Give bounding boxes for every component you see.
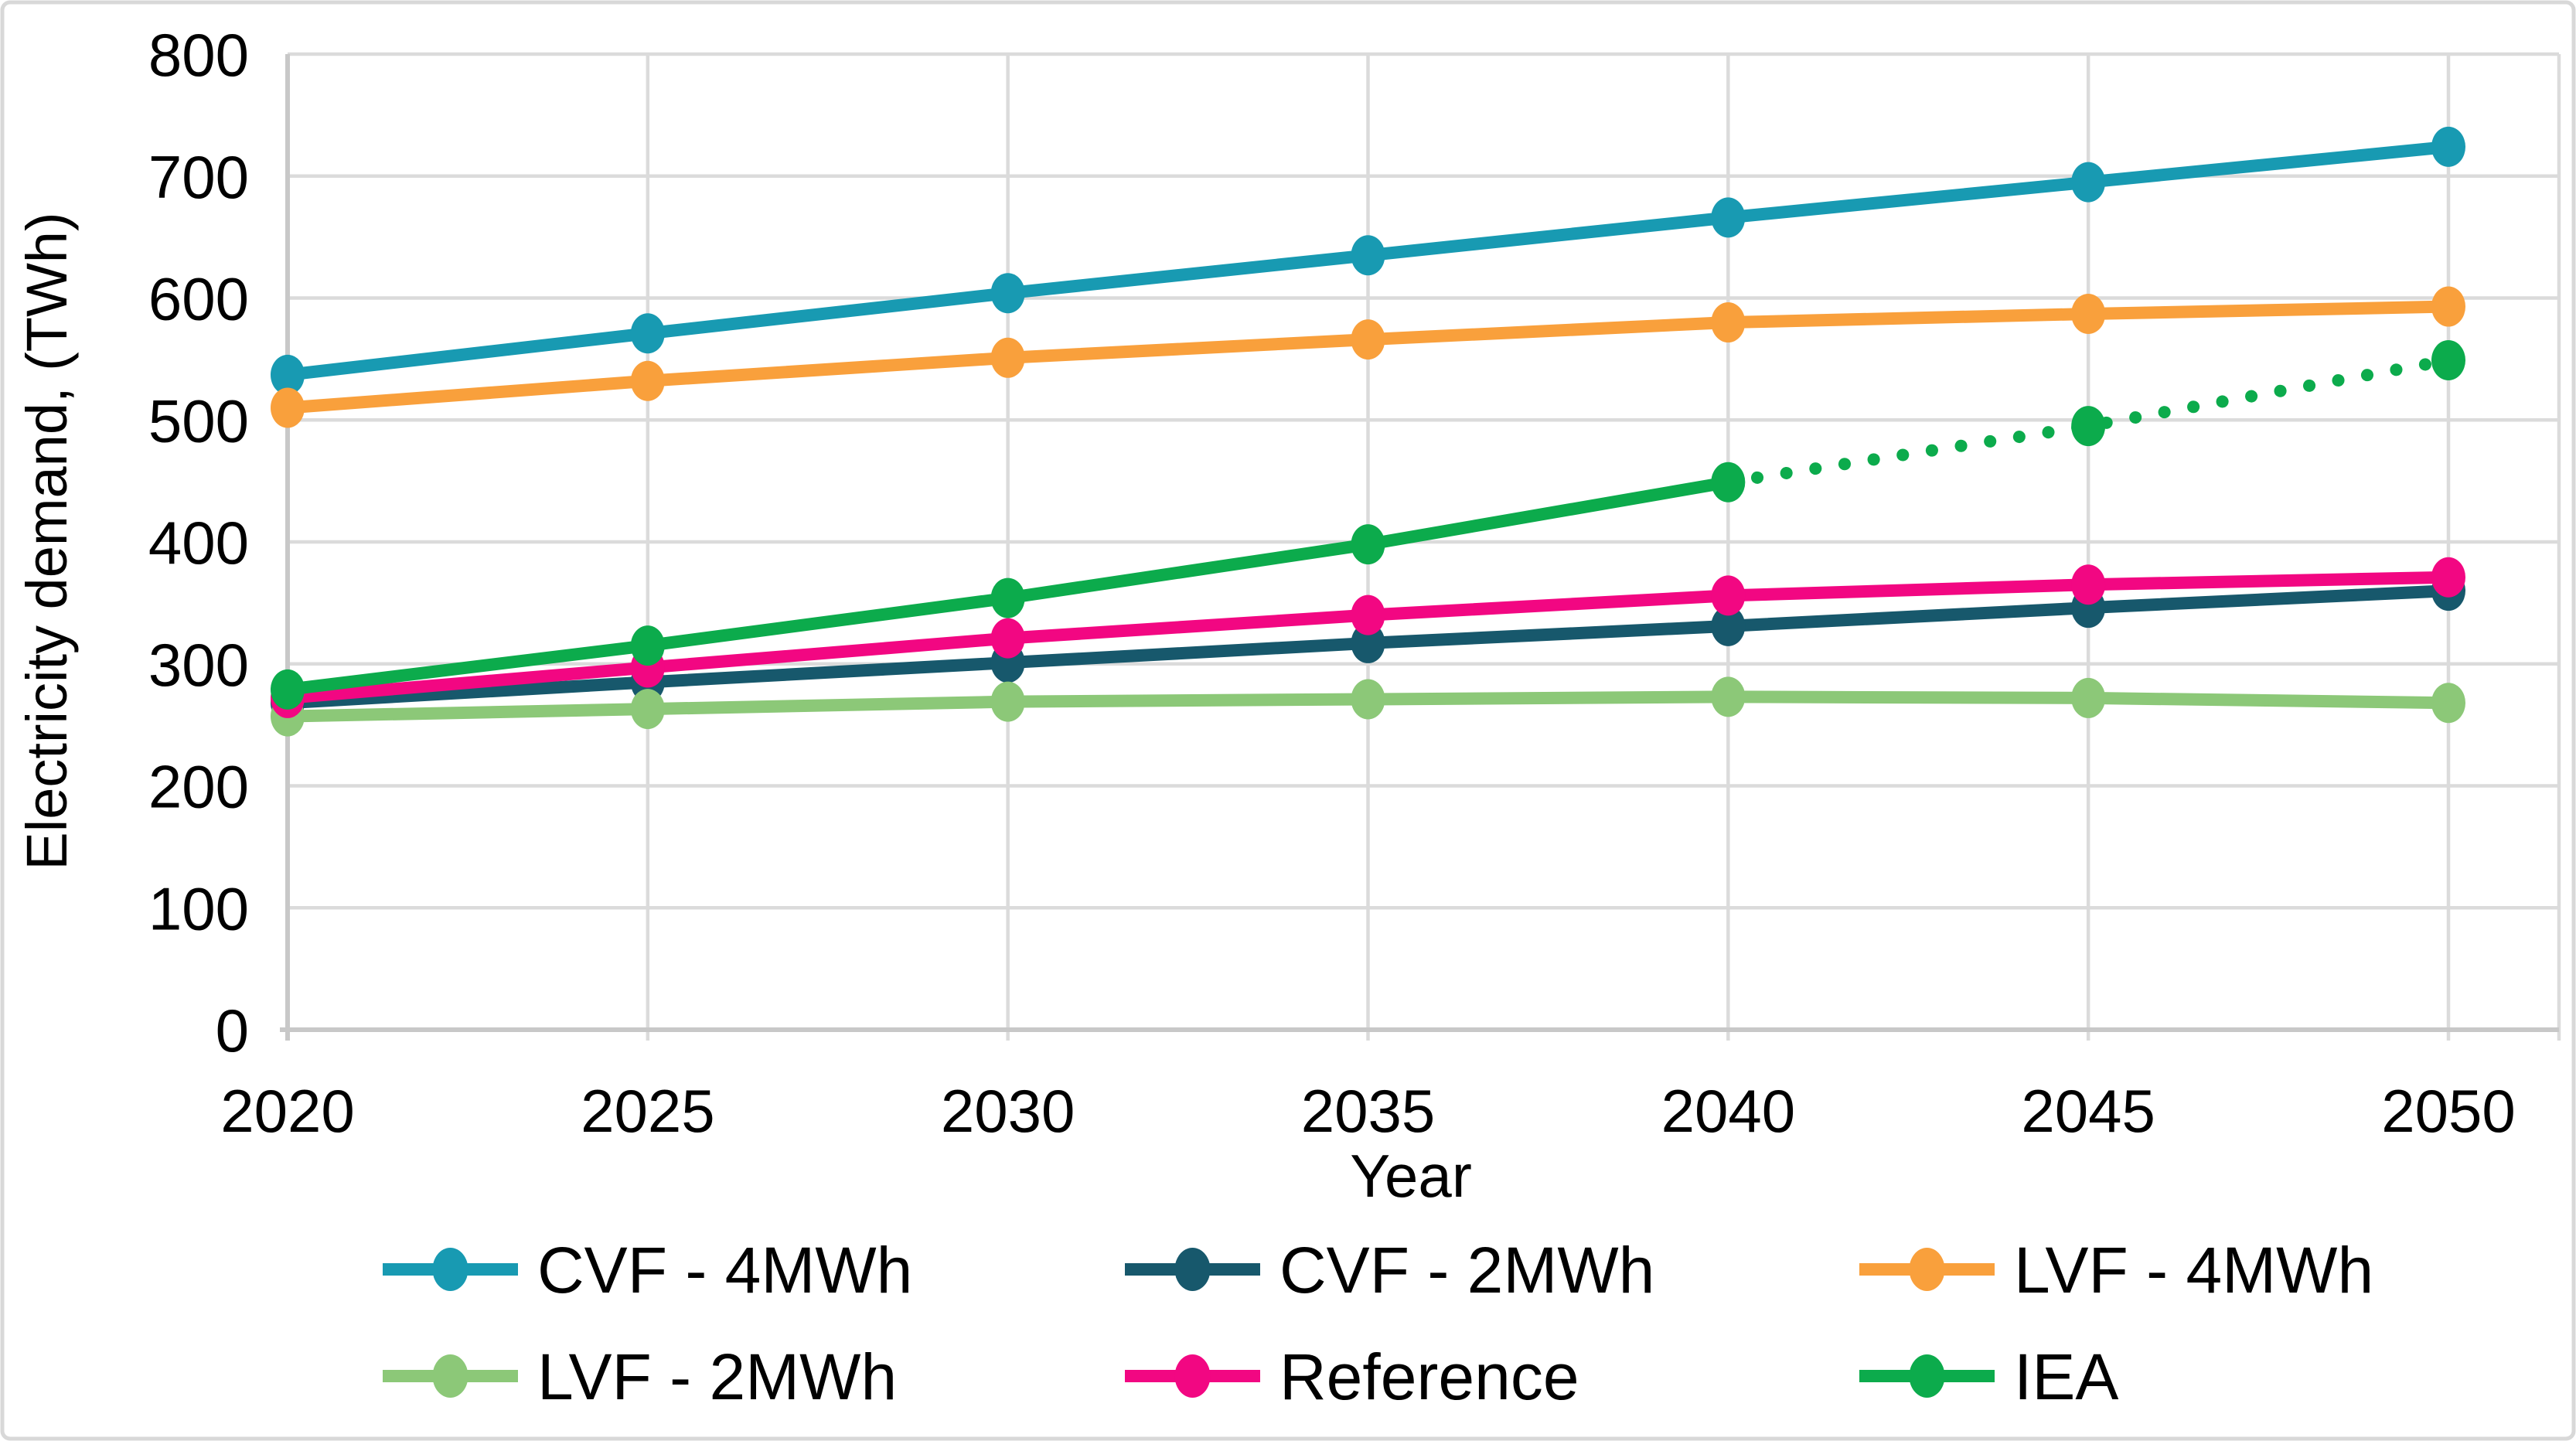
x-tick-label-2040: 2040 (1661, 1077, 1796, 1145)
legend-label-cvf-4mwh: CVF - 4MWh (537, 1234, 912, 1306)
legend-label-lvf-2mwh: LVF - 2MWh (537, 1341, 897, 1413)
series-lvf-4mwh-marker-2020 (271, 387, 305, 428)
y-tick-label-0: 0 (216, 996, 249, 1065)
y-tick-label-400: 400 (148, 509, 249, 577)
series-cvf-4mwh-marker-2030 (990, 273, 1025, 314)
series-lvf-2mwh-marker-2035 (1351, 679, 1385, 720)
x-axis-title: Year (1350, 1142, 1472, 1210)
series-iea-marker-2025 (630, 625, 665, 666)
legend-marker-dot-reference (1174, 1354, 1211, 1398)
series-iea-marker-2040 (1711, 462, 1746, 502)
x-tick-label-2030: 2030 (941, 1077, 1075, 1145)
series-iea-marker-2050 (2431, 339, 2465, 380)
x-tick-label-2025: 2025 (581, 1077, 715, 1145)
series-reference-marker-2035 (1351, 594, 1385, 635)
series-reference-marker-2030 (990, 618, 1025, 659)
y-tick-label-500: 500 (148, 387, 249, 455)
series-lvf-4mwh-marker-2035 (1351, 319, 1385, 360)
series-lvf-2mwh-marker-2045 (2071, 677, 2106, 718)
series-lvf-2mwh-marker-2040 (1711, 676, 1746, 717)
series-reference-marker-2045 (2071, 564, 2106, 605)
series-cvf-4mwh-marker-2050 (2431, 126, 2465, 167)
series-cvf-2mwh-marker-2040 (1711, 605, 1746, 646)
series-reference-marker-2040 (1711, 575, 1746, 616)
legend-marker-dot-lvf-2mwh (432, 1354, 469, 1398)
series-cvf-4mwh-marker-2040 (1711, 197, 1746, 238)
series-lvf-2mwh-marker-2025 (630, 689, 665, 730)
series-cvf-2mwh-marker-2035 (1351, 622, 1385, 663)
series-lvf-4mwh-marker-2030 (990, 337, 1025, 378)
series-cvf-4mwh-marker-2035 (1351, 235, 1385, 276)
y-tick-label-800: 800 (148, 21, 249, 89)
series-lvf-4mwh-marker-2050 (2431, 286, 2465, 327)
y-tick-label-200: 200 (148, 753, 249, 821)
series-iea-marker-2045 (2071, 406, 2106, 447)
x-tick-label-2035: 2035 (1301, 1077, 1436, 1145)
legend-marker-dot-cvf-4mwh (432, 1248, 469, 1291)
series-iea-dotted-line (1722, 353, 2455, 489)
series-iea-marker-2020 (271, 669, 305, 710)
series-iea-marker-2035 (1351, 524, 1385, 565)
series-reference-marker-2050 (2431, 557, 2465, 598)
legend-marker-dot-cvf-2mwh (1174, 1248, 1211, 1291)
y-tick-label-600: 600 (148, 265, 249, 333)
legend-label-reference: Reference (1279, 1341, 1579, 1413)
series-lvf-4mwh-marker-2040 (1711, 302, 1746, 343)
x-tick-label-2050: 2050 (2381, 1077, 2516, 1145)
legend-label-cvf-2mwh: CVF - 2MWh (1279, 1234, 1654, 1306)
series-lvf-4mwh-marker-2045 (2071, 294, 2106, 335)
series-iea-marker-2030 (990, 577, 1025, 618)
series-cvf-4mwh-marker-2025 (630, 313, 665, 354)
y-axis-title: Electricity demand, (TWh) (15, 212, 79, 870)
x-tick-label-2045: 2045 (2021, 1077, 2155, 1145)
series-lvf-2mwh-marker-2050 (2431, 683, 2465, 724)
y-tick-label-700: 700 (148, 143, 249, 211)
series-lvf-4mwh-marker-2025 (630, 360, 665, 401)
legend-marker-dot-lvf-4mwh (1909, 1248, 1945, 1291)
series-cvf-4mwh-marker-2020 (271, 354, 305, 395)
y-tick-label-300: 300 (148, 631, 249, 699)
y-tick-label-100: 100 (148, 874, 249, 942)
series-cvf-4mwh-marker-2045 (2071, 162, 2106, 203)
legend-label-lvf-4mwh: LVF - 4MWh (2014, 1234, 2373, 1306)
legend-label-iea: IEA (2014, 1341, 2118, 1413)
x-tick-label-2020: 2020 (220, 1077, 355, 1145)
series-lvf-2mwh-marker-2030 (990, 681, 1025, 722)
legend-marker-dot-iea (1909, 1354, 1945, 1398)
